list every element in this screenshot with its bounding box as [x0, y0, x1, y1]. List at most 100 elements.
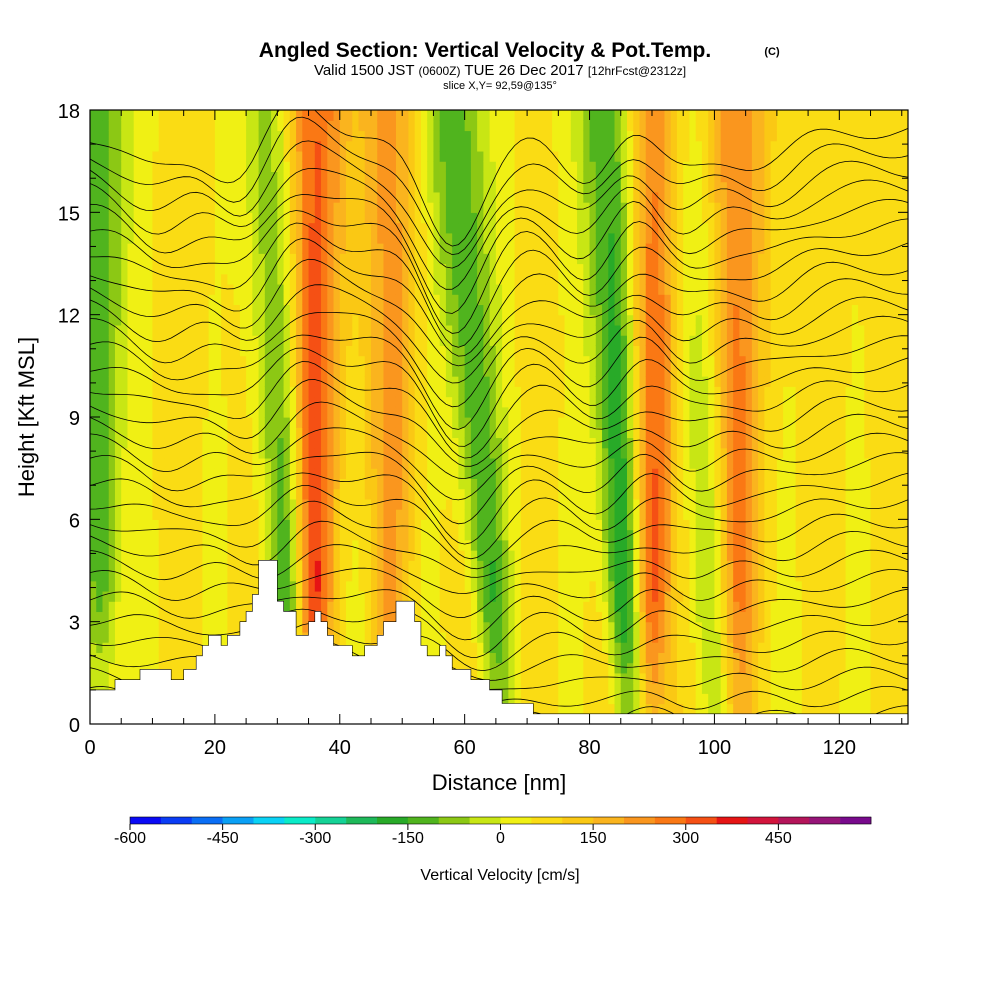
velocity-cell — [302, 110, 310, 121]
velocity-cell — [302, 386, 310, 398]
velocity-cell — [339, 621, 347, 633]
velocity-cell — [302, 273, 310, 285]
velocity-cell — [258, 539, 266, 551]
velocity-cell — [239, 447, 247, 459]
velocity-cell — [164, 550, 172, 561]
velocity-cell — [514, 672, 522, 684]
velocity-cell — [552, 202, 559, 213]
velocity-cell — [96, 447, 104, 459]
velocity-cell — [346, 631, 353, 643]
velocity-cell — [246, 212, 253, 224]
velocity-cell — [158, 642, 166, 653]
velocity-cell — [133, 253, 141, 265]
velocity-cell — [470, 621, 478, 633]
velocity-cell — [90, 232, 97, 244]
velocity-cell — [520, 222, 528, 234]
velocity-cell — [377, 150, 385, 162]
velocity-cell — [139, 140, 147, 152]
velocity-cell — [321, 273, 328, 285]
velocity-cell — [483, 212, 491, 224]
velocity-cell — [252, 273, 260, 285]
velocity-cell — [196, 488, 203, 500]
velocity-cell — [358, 590, 366, 602]
velocity-cell — [214, 365, 222, 377]
velocity-cell — [283, 140, 291, 152]
velocity-cell — [508, 406, 516, 418]
velocity-cell — [133, 120, 141, 132]
velocity-cell — [583, 161, 591, 172]
velocity-cell — [552, 468, 559, 479]
velocity-cell — [296, 447, 303, 459]
velocity-cell — [90, 335, 97, 346]
velocity-cell — [152, 222, 160, 234]
velocity-cell — [221, 611, 228, 623]
velocity-cell — [545, 171, 553, 183]
velocity-cell — [196, 580, 203, 592]
velocity-cell — [239, 396, 247, 408]
velocity-cell — [389, 355, 397, 367]
velocity-cell — [139, 171, 147, 183]
velocity-cell — [321, 468, 328, 479]
velocity-cell — [483, 662, 491, 674]
velocity-cell — [139, 263, 147, 275]
velocity-cell — [164, 478, 172, 490]
velocity-cell — [358, 631, 366, 643]
velocity-cell — [277, 191, 285, 203]
velocity-cell — [395, 191, 403, 203]
velocity-cell — [90, 509, 97, 520]
velocity-cell — [258, 120, 266, 132]
velocity-cell — [158, 417, 166, 428]
velocity-cell — [102, 130, 110, 142]
velocity-cell — [389, 243, 397, 254]
velocity-cell — [189, 621, 197, 633]
velocity-cell — [420, 324, 428, 336]
velocity-cell — [152, 642, 160, 653]
velocity-cell — [302, 406, 310, 418]
velocity-cell — [146, 406, 154, 418]
velocity-cell — [552, 693, 559, 705]
velocity-cell — [464, 355, 472, 367]
velocity-cell — [102, 468, 110, 479]
velocity-cell — [302, 396, 310, 408]
velocity-cell — [346, 488, 353, 500]
velocity-cell — [358, 243, 366, 254]
velocity-cell — [570, 611, 578, 623]
velocity-cell — [483, 631, 491, 643]
velocity-cell — [564, 171, 572, 183]
velocity-cell — [495, 314, 503, 326]
velocity-cell — [289, 570, 297, 582]
velocity-cell — [327, 406, 335, 418]
velocity-cell — [202, 202, 210, 213]
velocity-cell — [321, 161, 328, 172]
velocity-cell — [508, 191, 516, 203]
velocity-cell — [408, 243, 416, 254]
velocity-cell — [189, 376, 197, 387]
velocity-cell — [327, 488, 335, 500]
velocity-cell — [352, 212, 360, 224]
velocity-cell — [358, 181, 366, 193]
velocity-cell — [346, 273, 353, 285]
velocity-cell — [570, 478, 578, 490]
velocity-cell — [352, 171, 360, 183]
velocity-cell — [171, 345, 179, 357]
velocity-cell — [346, 406, 353, 418]
velocity-cell — [539, 263, 547, 275]
velocity-cell — [364, 110, 372, 121]
velocity-cell — [577, 335, 584, 346]
velocity-cell — [489, 181, 497, 193]
velocity-cell — [346, 376, 353, 387]
velocity-cell — [595, 539, 603, 551]
velocity-cell — [477, 294, 484, 306]
velocity-cell — [258, 498, 266, 510]
velocity-cell — [520, 120, 528, 132]
velocity-cell — [208, 110, 216, 121]
velocity-cell — [558, 417, 566, 428]
velocity-cell — [383, 406, 391, 418]
velocity-cell — [196, 601, 203, 613]
velocity-cell — [508, 324, 516, 336]
velocity-cell — [508, 693, 516, 705]
velocity-cell — [121, 631, 129, 643]
velocity-cell — [183, 447, 191, 459]
velocity-cell — [183, 304, 191, 316]
velocity-cell — [133, 171, 141, 183]
